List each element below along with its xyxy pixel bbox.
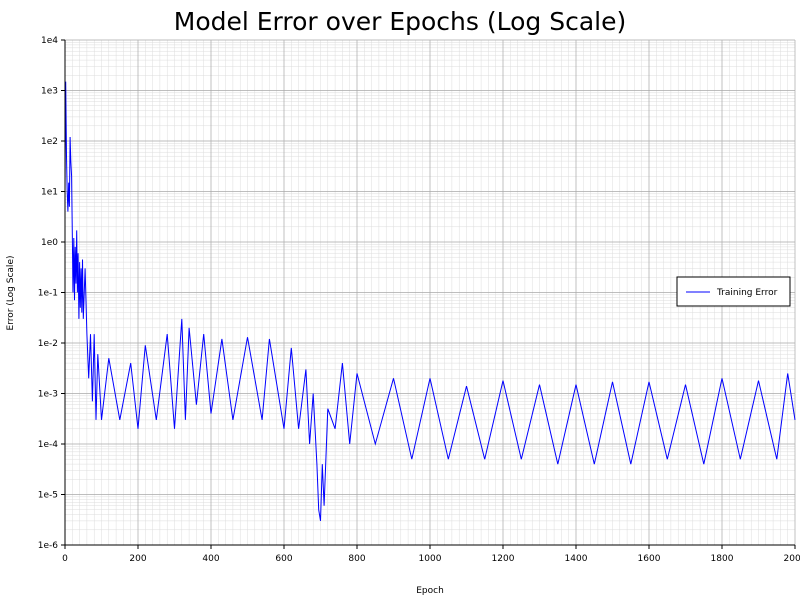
legend-label-training-error: Training Error: [716, 288, 778, 298]
y-tick-label: 1e-1: [38, 289, 58, 299]
x-tick-label: 1000: [419, 554, 442, 564]
y-tick-label: 1e3: [41, 87, 58, 97]
x-tick-label: 1800: [711, 554, 734, 564]
legend: Training Error: [676, 276, 791, 307]
chart-title: Model Error over Epochs (Log Scale): [174, 7, 626, 36]
x-tick-label: 600: [275, 554, 292, 564]
y-tick-label: 1e2: [41, 137, 58, 147]
y-tick-label: 1e-3: [38, 390, 58, 400]
x-axis-label: Epoch: [416, 586, 444, 596]
x-tick-label: 200: [129, 554, 146, 564]
x-tick-group: 0 200 400 600 800 1000 1200 1400 1600 1800 2000: [62, 545, 800, 564]
series-layer: [64, 81, 796, 521]
y-tick-group: 1e-6 1e-5 1e-4 1e-3 1e-2 1e-1 1e0 1e1 1e2 1e3 1e4: [38, 36, 65, 551]
y-tick-label: 1e-5: [38, 491, 58, 501]
y-tick-label: 1e0: [41, 238, 58, 248]
y-tick-label: 1e1: [41, 188, 58, 198]
y-axis-label: Error (Log Scale): [6, 256, 16, 331]
x-tick-label: 1600: [638, 554, 661, 564]
series-line-0: [64, 81, 796, 521]
y-tick-label: 1e-6: [38, 541, 59, 551]
major-grid: [64, 39, 796, 546]
x-tick-label: 400: [202, 554, 219, 564]
y-tick-label: 1e-2: [38, 339, 58, 349]
x-tick-label: 0: [62, 554, 68, 564]
x-tick-label: 1200: [492, 554, 515, 564]
y-tick-label: 1e-4: [38, 440, 59, 450]
y-tick-label: 1e4: [41, 36, 58, 46]
x-tick-label: 1400: [565, 554, 588, 564]
x-tick-label: 800: [348, 554, 365, 564]
x-tick-label: 2000: [784, 554, 800, 564]
